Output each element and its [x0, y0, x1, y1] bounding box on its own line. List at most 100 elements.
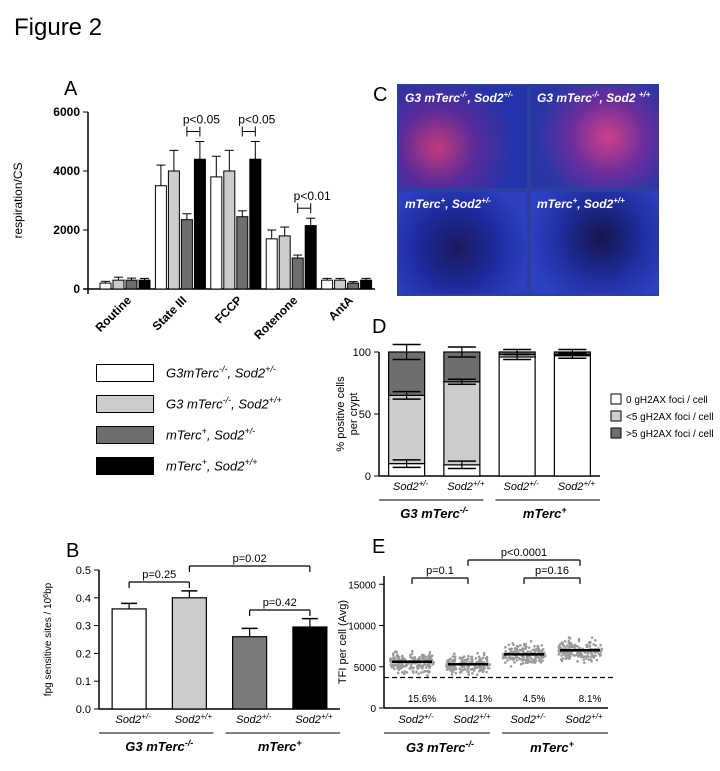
e-point — [568, 636, 572, 640]
e-point — [458, 667, 461, 671]
e-percent-label: 14.1% — [464, 694, 492, 705]
d-group-label: G3 mTerc-/- — [400, 505, 468, 521]
e-point — [401, 665, 404, 669]
e-point — [592, 643, 595, 646]
e-point — [529, 650, 532, 654]
e-point — [525, 645, 528, 649]
d-legend-swatch — [610, 410, 622, 422]
e-point — [577, 637, 581, 641]
b-bar — [232, 636, 268, 710]
e-point — [531, 658, 535, 662]
micrograph-label: G3 mTerc-/-, Sod2 +/+ — [537, 90, 651, 105]
e-point — [569, 641, 573, 645]
e-point — [430, 654, 434, 657]
e-y-tick-label: 10000 — [348, 622, 376, 633]
e-y-tick-label: 15000 — [348, 580, 376, 591]
e-point — [448, 660, 451, 664]
e-point — [479, 668, 482, 672]
e-point — [541, 659, 544, 662]
micrograph-image: G3 mTerc-/-, Sod2 +/+ — [531, 86, 659, 188]
d-y-axis-label: % positive cellsper crypt — [335, 376, 360, 452]
e-x-tick-label: Sod2+/- — [398, 712, 434, 727]
e-point — [389, 657, 392, 660]
b-x-tick-label: Sod2+/+ — [175, 712, 213, 727]
e-point — [416, 658, 420, 661]
e-point — [477, 665, 480, 669]
e-point — [415, 665, 419, 668]
e-point — [563, 640, 567, 643]
e-point — [600, 647, 604, 651]
e-point — [575, 653, 578, 657]
e-point — [541, 647, 545, 651]
e-point — [470, 659, 474, 663]
e-point — [512, 656, 515, 660]
e-point — [583, 655, 587, 658]
e-point — [599, 643, 602, 647]
a-bar — [334, 279, 347, 290]
d-legend-label: 0 gH2AX foci / cell — [626, 395, 708, 406]
e-point — [418, 656, 421, 659]
legend-a-swatch — [96, 457, 154, 475]
e-point — [447, 658, 451, 662]
micrograph-label: mTerc+, Sod2+/- — [405, 196, 491, 211]
b-y-tick-label: 0.1 — [76, 676, 91, 688]
e-point — [393, 650, 397, 653]
e-point — [587, 658, 591, 661]
e-point — [536, 645, 540, 649]
a-bar — [210, 176, 223, 290]
e-point — [467, 673, 471, 676]
e-point — [586, 652, 590, 655]
e-point — [391, 653, 395, 657]
e-point — [390, 665, 394, 669]
e-point — [529, 639, 533, 643]
e-point — [533, 644, 536, 648]
e-point — [524, 643, 528, 646]
panel-c-micrograph: G3 mTerc-/-, Sod2+/- G3 mTerc-/-, Sod2 +/… — [397, 84, 659, 296]
e-point — [395, 654, 399, 658]
d-legend-swatch — [610, 393, 622, 405]
e-point — [598, 652, 602, 656]
e-p-value: p=0.16 — [535, 565, 569, 577]
e-point — [424, 666, 428, 669]
panel-c-letter: C — [373, 84, 388, 106]
b-group-label: mTerc+ — [258, 738, 303, 754]
a-bar — [321, 279, 334, 290]
e-point — [388, 659, 392, 663]
e-point — [506, 659, 509, 662]
b-bar — [292, 626, 328, 710]
a-bar — [167, 170, 180, 290]
e-point — [397, 668, 401, 672]
e-point — [508, 647, 511, 651]
e-point — [396, 671, 400, 675]
d-legend-label: >5 gH2AX foci / cell — [626, 429, 714, 440]
e-point — [557, 644, 561, 648]
d-stack-segment — [443, 381, 481, 466]
d-legend-swatch — [610, 427, 622, 439]
a-bar — [236, 216, 249, 290]
e-point — [570, 645, 573, 649]
e-point — [503, 661, 507, 664]
b-y-tick-label: 0.3 — [76, 621, 91, 633]
e-point — [470, 655, 474, 659]
panel-d-letter: D — [372, 316, 387, 338]
e-point — [476, 651, 479, 655]
e-point — [560, 654, 563, 657]
e-point — [397, 664, 401, 668]
e-point — [458, 656, 462, 660]
e-point — [403, 670, 406, 673]
e-point — [401, 654, 404, 658]
e-point — [419, 658, 422, 661]
e-point — [521, 655, 525, 659]
e-group-label: G3 mTerc-/- — [406, 739, 474, 755]
e-percent-label: 4.5% — [523, 694, 546, 705]
b-y-tick-label: 0.4 — [76, 593, 91, 605]
e-point — [482, 665, 486, 668]
e-point — [481, 670, 485, 674]
e-point — [391, 663, 395, 667]
e-point — [488, 663, 492, 666]
e-point — [389, 664, 393, 667]
e-point — [427, 655, 430, 658]
e-point — [421, 656, 424, 660]
e-point — [481, 667, 485, 671]
b-y-axis-label: fpg sensitive sites / 106bp — [43, 582, 55, 696]
